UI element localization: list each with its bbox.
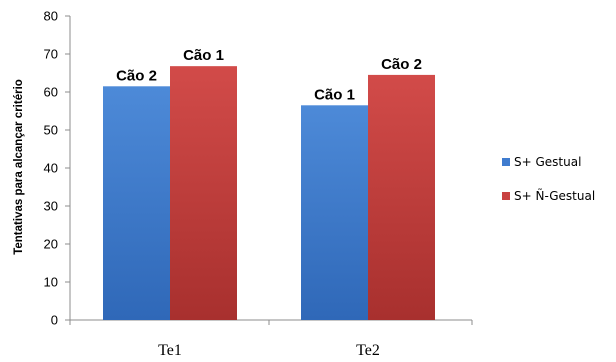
bar-n-gestual-te1	[170, 66, 237, 320]
data-labels: Cão 2 Cão 1 Cão 1 Cão 2	[116, 47, 422, 103]
bar-gestual-te2	[301, 105, 368, 320]
legend-label-gestual: S+ Gestual	[514, 155, 581, 169]
y-tick-label: 80	[44, 9, 58, 24]
legend-swatch-n-gestual	[502, 192, 510, 200]
y-tick-label: 30	[44, 199, 58, 214]
bar-n-gestual-te2	[368, 74, 435, 321]
y-tick-label: 0	[51, 313, 58, 328]
bar-data-label: Cão 1	[183, 47, 224, 64]
x-tick-label: Te2	[356, 342, 380, 359]
y-axis: 0 10 20 30 40 50 60 70 80	[44, 9, 71, 328]
bar-data-label: Cão 2	[116, 67, 157, 84]
bar-data-label: Cão 1	[314, 86, 355, 103]
x-axis: Te1 Te2	[69, 319, 473, 359]
y-tick-label: 40	[44, 161, 58, 176]
x-tick-label: Te1	[158, 342, 182, 359]
y-tick-label: 10	[44, 275, 58, 290]
legend-swatch-gestual	[502, 158, 510, 166]
bar-gestual-te1	[103, 86, 170, 320]
bars	[103, 66, 435, 321]
y-tick-label: 50	[44, 123, 58, 138]
bar-data-label: Cão 2	[381, 56, 422, 73]
y-tick-label: 20	[44, 237, 58, 252]
y-tick-label: 60	[44, 85, 58, 100]
legend-label-n-gestual: S+ Ñ-Gestual	[514, 188, 595, 203]
y-axis-title: Tentativas para alcançar critério	[13, 79, 25, 255]
y-tick-label: 70	[44, 47, 58, 62]
legend: S+ Gestual S+ Ñ-Gestual	[502, 155, 595, 203]
